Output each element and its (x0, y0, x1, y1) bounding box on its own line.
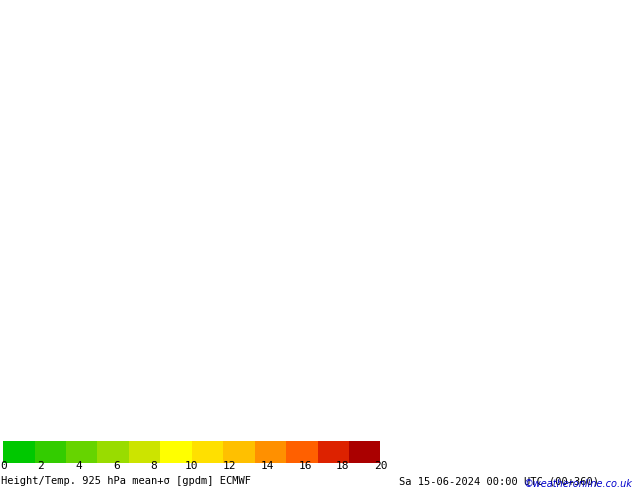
Text: Sa 15-06-2024 00:00 UTC (00+360): Sa 15-06-2024 00:00 UTC (00+360) (399, 476, 599, 486)
Text: 10: 10 (185, 461, 198, 470)
Text: 16: 16 (298, 461, 312, 470)
Bar (129, 441, 160, 463)
Bar (223, 441, 255, 463)
Bar (66, 441, 98, 463)
Bar (35, 441, 66, 463)
Bar (3, 441, 35, 463)
Bar (349, 441, 380, 463)
Text: Height/Temp. 925 hPa mean+σ [gpdm] ECMWF: Height/Temp. 925 hPa mean+σ [gpdm] ECMWF (1, 476, 251, 486)
Text: 0: 0 (0, 461, 6, 470)
Text: 8: 8 (151, 461, 157, 470)
Text: 2: 2 (37, 461, 44, 470)
Text: 14: 14 (261, 461, 274, 470)
Bar (98, 441, 129, 463)
Text: ©weatheronline.co.uk: ©weatheronline.co.uk (524, 479, 633, 489)
Bar (286, 441, 318, 463)
Text: 4: 4 (75, 461, 82, 470)
Bar (255, 441, 286, 463)
Bar (191, 441, 223, 463)
Text: 6: 6 (113, 461, 120, 470)
Text: 12: 12 (223, 461, 236, 470)
Bar (160, 441, 191, 463)
Bar (318, 441, 349, 463)
Text: 20: 20 (373, 461, 387, 470)
Text: 18: 18 (336, 461, 349, 470)
